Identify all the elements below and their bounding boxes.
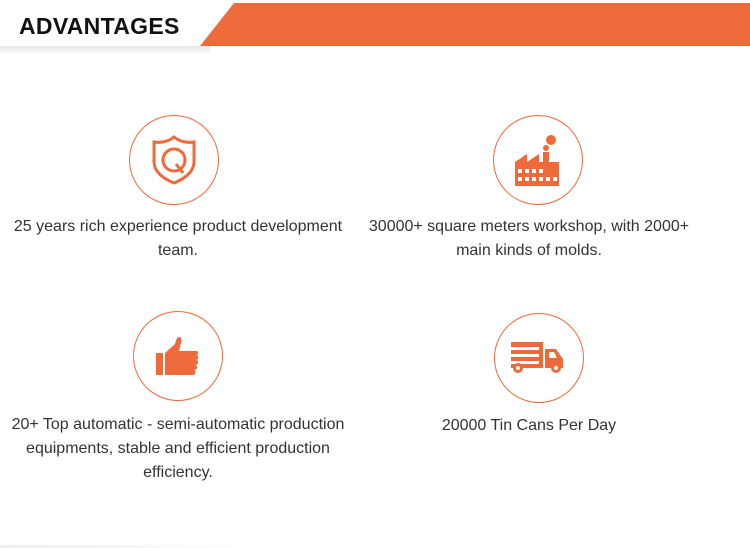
shield-q-icon [129,115,219,205]
factory-icon [493,115,583,205]
advantage-text-2: 30000+ square meters workshop, with 2000… [368,218,690,259]
truck-icon [494,313,584,403]
tab-shadow [0,46,210,54]
header-bar [200,3,750,46]
advantage-text-3: 20+ Top automatic - semi-automatic produ… [11,416,345,481]
section-title: ADVANTAGES [19,13,180,39]
thumbs-up-icon [133,311,223,401]
header-tab [0,3,230,46]
advantage-text-1: 25 years rich experience product develop… [13,218,343,259]
footer-shadow [0,545,240,548]
advantage-text-4: 20000 Tin Cans Per Day [441,417,617,434]
